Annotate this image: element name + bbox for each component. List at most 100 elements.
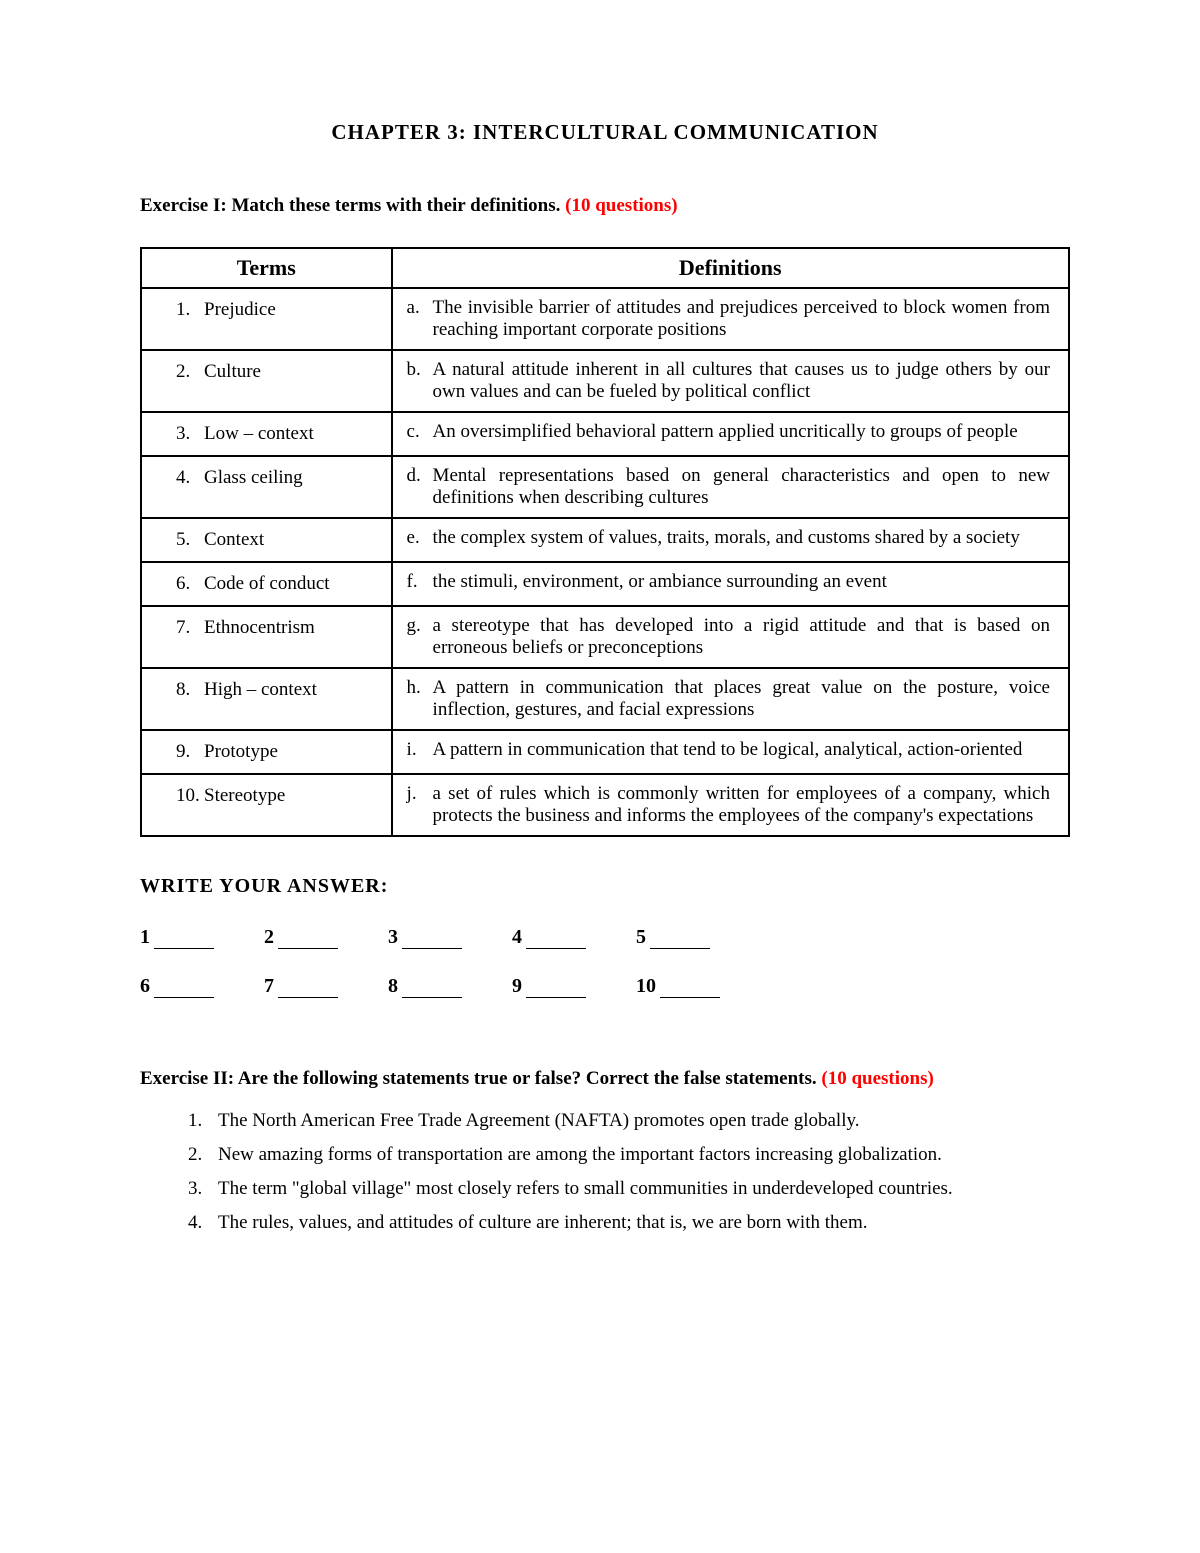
col-header-terms: Terms bbox=[141, 248, 392, 288]
table-row: 7.Ethnocentrismg.a stereotype that has d… bbox=[141, 606, 1069, 668]
definition-cell: h.A pattern in communication that places… bbox=[392, 668, 1069, 730]
answer-number: 4 bbox=[512, 926, 522, 948]
term-cell: 3.Low – context bbox=[141, 412, 392, 456]
tf-text: New amazing forms of transportation are … bbox=[218, 1144, 1070, 1166]
answer-blank[interactable] bbox=[278, 930, 338, 949]
term-number: 6. bbox=[176, 573, 204, 595]
answer-number: 8 bbox=[388, 975, 398, 997]
table-row: 4.Glass ceilingd.Mental representations … bbox=[141, 456, 1069, 518]
table-row: 5.Contexte.the complex system of values,… bbox=[141, 518, 1069, 562]
definition-cell: b.A natural attitude inherent in all cul… bbox=[392, 350, 1069, 412]
answer-blank[interactable] bbox=[154, 979, 214, 998]
term-text: Low – context bbox=[204, 423, 314, 444]
exercise2-heading: Exercise II: Are the following statement… bbox=[140, 1068, 1070, 1090]
table-row: 3.Low – contextc.An oversimplified behav… bbox=[141, 412, 1069, 456]
list-item: 3.The term "global village" most closely… bbox=[188, 1178, 1070, 1200]
answer-item: 9 bbox=[512, 975, 586, 998]
term-text: Code of conduct bbox=[204, 573, 330, 594]
term-number: 5. bbox=[176, 529, 204, 551]
term-cell: 5.Context bbox=[141, 518, 392, 562]
term-text: Context bbox=[204, 529, 264, 550]
answer-item: 1 bbox=[140, 926, 214, 949]
tf-number: 4. bbox=[188, 1212, 218, 1234]
definition-cell: j.a set of rules which is commonly writt… bbox=[392, 774, 1069, 836]
table-row: 6.Code of conduct f.the stimuli, environm… bbox=[141, 562, 1069, 606]
definition-letter: c. bbox=[407, 421, 433, 443]
term-number: 2. bbox=[176, 361, 204, 383]
list-item: 2.New amazing forms of transportation ar… bbox=[188, 1144, 1070, 1166]
definition-text: A pattern in communication that places g… bbox=[433, 677, 1050, 721]
definition-text: The invisible barrier of attitudes and p… bbox=[433, 297, 1050, 341]
answer-blank[interactable] bbox=[526, 979, 586, 998]
term-cell: 10.Stereotype bbox=[141, 774, 392, 836]
answer-number: 2 bbox=[264, 926, 274, 948]
answer-number: 3 bbox=[388, 926, 398, 948]
term-cell: 8.High – context bbox=[141, 668, 392, 730]
table-row: 8.High – contexth.A pattern in communica… bbox=[141, 668, 1069, 730]
term-cell: 2.Culture bbox=[141, 350, 392, 412]
answer-blank[interactable] bbox=[526, 930, 586, 949]
col-header-definitions: Definitions bbox=[392, 248, 1069, 288]
answer-blank[interactable] bbox=[154, 930, 214, 949]
true-false-list: 1.The North American Free Trade Agreemen… bbox=[140, 1110, 1070, 1234]
term-text: Culture bbox=[204, 361, 261, 382]
answer-item: 7 bbox=[264, 975, 338, 998]
term-text: Stereotype bbox=[204, 785, 285, 806]
answer-number: 10 bbox=[636, 975, 656, 997]
definition-cell: c.An oversimplified behavioral pattern a… bbox=[392, 412, 1069, 456]
term-text: High – context bbox=[204, 679, 317, 700]
term-cell: 4.Glass ceiling bbox=[141, 456, 392, 518]
answer-heading: WRITE YOUR ANSWER: bbox=[140, 875, 1070, 898]
answer-blank[interactable] bbox=[278, 979, 338, 998]
term-number: 1. bbox=[176, 299, 204, 321]
answer-blank[interactable] bbox=[660, 979, 720, 998]
page: CHAPTER 3: INTERCULTURAL COMMUNICATION E… bbox=[0, 0, 1200, 1553]
table-row: 1.Prejudice a.The invisible barrier of at… bbox=[141, 288, 1069, 350]
answer-number: 5 bbox=[636, 926, 646, 948]
definition-letter: a. bbox=[407, 297, 433, 319]
answer-blank[interactable] bbox=[650, 930, 710, 949]
term-number: 7. bbox=[176, 617, 204, 639]
list-item: 1.The North American Free Trade Agreemen… bbox=[188, 1110, 1070, 1132]
chapter-title: CHAPTER 3: INTERCULTURAL COMMUNICATION bbox=[140, 120, 1070, 145]
term-number: 3. bbox=[176, 423, 204, 445]
exercise2-heading-count: (10 questions) bbox=[821, 1068, 933, 1089]
answer-item: 3 bbox=[388, 926, 462, 949]
exercise1-heading-text: Exercise I: Match these terms with their… bbox=[140, 195, 565, 216]
definition-letter: h. bbox=[407, 677, 433, 699]
tf-text: The term "global village" most closely r… bbox=[218, 1178, 1070, 1200]
table-row: 2.Cultureb.A natural attitude inherent i… bbox=[141, 350, 1069, 412]
answer-blank[interactable] bbox=[402, 979, 462, 998]
exercise2-heading-text: Exercise II: Are the following statement… bbox=[140, 1068, 821, 1089]
answer-number: 1 bbox=[140, 926, 150, 948]
term-number: 9. bbox=[176, 741, 204, 763]
answer-number: 6 bbox=[140, 975, 150, 997]
definition-letter: f. bbox=[407, 571, 433, 593]
definition-cell: e.the complex system of values, traits, … bbox=[392, 518, 1069, 562]
definition-cell: g.a stereotype that has developed into a… bbox=[392, 606, 1069, 668]
answer-row-1: 1 2 3 4 5 bbox=[140, 926, 1070, 949]
exercise1-heading-count: (10 questions) bbox=[565, 195, 677, 216]
definition-text: A natural attitude inherent in all cultu… bbox=[433, 359, 1050, 403]
answer-item: 10 bbox=[636, 975, 720, 998]
term-text: Prejudice bbox=[204, 299, 276, 320]
table-row: 10.Stereotypej.a set of rules which is c… bbox=[141, 774, 1069, 836]
tf-text: The North American Free Trade Agreement … bbox=[218, 1110, 1070, 1132]
term-cell: 9.Prototype bbox=[141, 730, 392, 774]
tf-text: The rules, values, and attitudes of cult… bbox=[218, 1212, 1070, 1234]
answer-item: 8 bbox=[388, 975, 462, 998]
definition-cell: d.Mental representations based on genera… bbox=[392, 456, 1069, 518]
term-text: Ethnocentrism bbox=[204, 617, 315, 638]
term-text: Prototype bbox=[204, 741, 278, 762]
answer-number: 9 bbox=[512, 975, 522, 997]
answer-blank[interactable] bbox=[402, 930, 462, 949]
tf-number: 1. bbox=[188, 1110, 218, 1132]
definition-text: A pattern in communication that tend to … bbox=[433, 739, 1050, 761]
term-cell: 7.Ethnocentrism bbox=[141, 606, 392, 668]
definition-text: a stereotype that has developed into a r… bbox=[433, 615, 1050, 659]
definition-text: a set of rules which is commonly written… bbox=[433, 783, 1050, 827]
answer-item: 2 bbox=[264, 926, 338, 949]
definition-letter: j. bbox=[407, 783, 433, 805]
definition-cell: f.the stimuli, environment, or ambiance … bbox=[392, 562, 1069, 606]
match-table-body: 1.Prejudice a.The invisible barrier of at… bbox=[141, 288, 1069, 836]
